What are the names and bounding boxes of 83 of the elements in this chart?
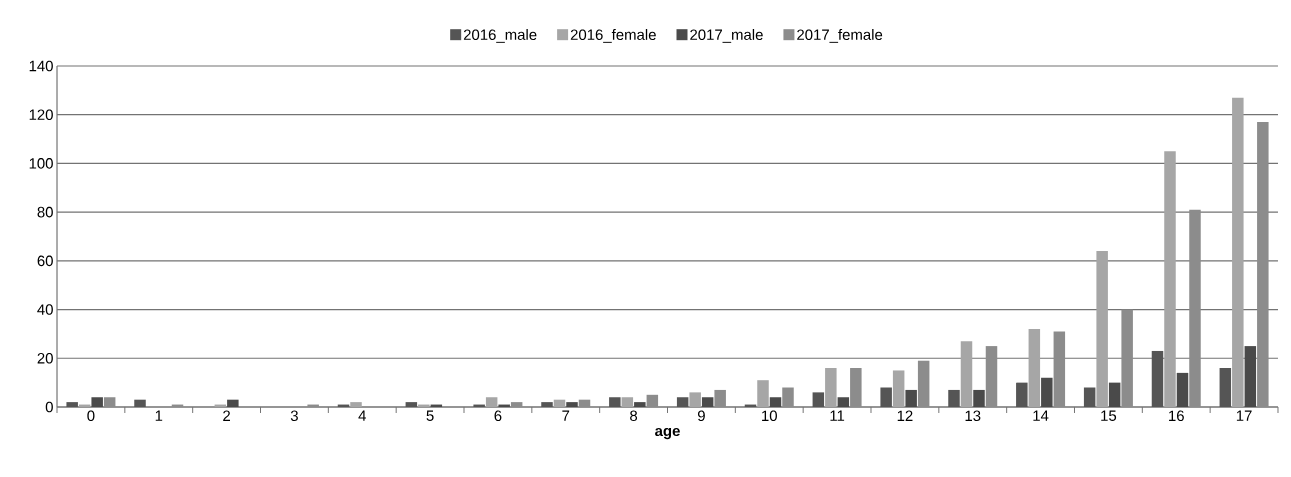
bar (66, 402, 78, 407)
y-tick-label: 100 (29, 158, 53, 169)
bar (714, 389, 726, 407)
y-tick-label: 140 (29, 60, 53, 72)
bar (880, 387, 892, 407)
legend-label: 2016_female (570, 29, 656, 43)
x-tick-label: 9 (697, 410, 705, 422)
bar (1121, 309, 1133, 407)
x-tick-label: 10 (762, 410, 777, 422)
bar (985, 346, 998, 407)
bar (1176, 372, 1189, 407)
bar (850, 368, 862, 407)
bar (634, 402, 646, 407)
x-tick-label: 14 (1033, 410, 1049, 421)
bar (1028, 329, 1041, 407)
bar (1108, 382, 1121, 407)
x-tick-label: 8 (630, 410, 638, 422)
bar (1189, 209, 1201, 407)
bar (825, 368, 837, 407)
bar (1232, 97, 1244, 407)
x-tick-label: 12 (897, 410, 913, 421)
bar (948, 389, 960, 407)
x-tick-label: 13 (965, 410, 981, 422)
x-tick-label: 16 (1169, 410, 1184, 422)
bar (103, 397, 116, 407)
bar (973, 389, 985, 407)
x-tick-label: 11 (830, 410, 845, 421)
x-tick-label: 5 (426, 410, 434, 421)
x-tick-label: 1 (155, 410, 163, 421)
y-tick-label: 80 (37, 206, 53, 218)
bar (578, 399, 591, 407)
x-tick-label: 6 (494, 410, 502, 422)
x-tick-label: 15 (1101, 410, 1117, 421)
bar (91, 397, 103, 407)
bar (701, 397, 714, 407)
x-tick-label: 7 (562, 410, 570, 421)
x-tick-label: 3 (290, 410, 298, 422)
bar (541, 402, 553, 407)
bar (405, 402, 418, 407)
legend-label: 2017_male (690, 29, 763, 43)
bar (646, 394, 659, 407)
legend-label: 2016_male (463, 29, 537, 43)
bar (782, 387, 794, 407)
y-tick-label: 120 (29, 109, 53, 120)
bar (566, 402, 578, 407)
bar (689, 392, 701, 407)
bar (609, 397, 621, 407)
bar (1244, 346, 1257, 407)
bar (769, 397, 782, 407)
bar (905, 389, 917, 407)
bar (621, 397, 634, 407)
bar (510, 402, 523, 407)
y-tick-label: 20 (37, 352, 53, 364)
bar (837, 397, 850, 407)
bar (1083, 387, 1096, 407)
bar (1096, 251, 1108, 407)
x-tick-label: 17 (1236, 410, 1252, 421)
y-tick-label: 60 (37, 255, 53, 267)
y-tick-label: 0 (45, 401, 53, 413)
bar (892, 370, 905, 407)
bar (227, 399, 239, 407)
y-tick-label: 40 (37, 304, 53, 315)
bar (1151, 350, 1164, 407)
x-axis-title: age (655, 427, 680, 440)
bar (960, 341, 973, 407)
bar (1053, 331, 1066, 407)
bar (1164, 151, 1176, 407)
bar (676, 397, 689, 407)
bar (757, 380, 769, 407)
bar (1016, 382, 1028, 407)
bar (553, 399, 566, 407)
bar (812, 392, 825, 407)
bar (350, 402, 362, 407)
bar (1257, 122, 1269, 407)
bar (485, 397, 498, 407)
x-tick-label: 2 (223, 410, 230, 421)
x-tick-label: 0 (87, 410, 95, 422)
bar (134, 399, 146, 407)
bar (917, 360, 930, 407)
x-tick-label: 4 (358, 410, 366, 421)
bar (1219, 368, 1232, 407)
legend-label: 2017_female (797, 29, 883, 43)
bar (1041, 377, 1053, 407)
